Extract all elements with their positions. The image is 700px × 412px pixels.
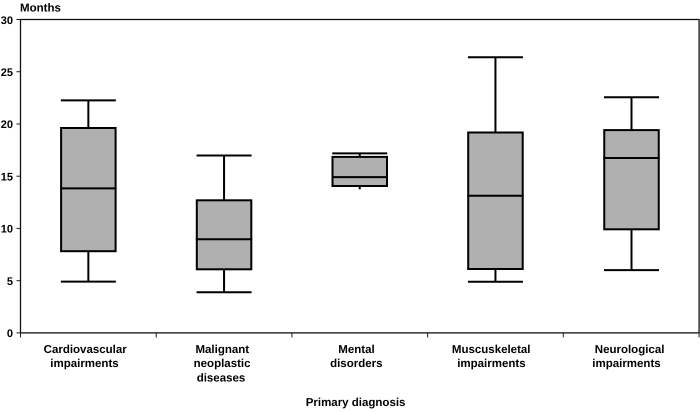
svg-text:Primary diagnosis: Primary diagnosis (306, 397, 406, 409)
svg-text:Neurological: Neurological (595, 344, 665, 356)
svg-text:neoplastic: neoplastic (194, 358, 251, 370)
svg-text:disorders: disorders (330, 358, 382, 370)
svg-text:impairments: impairments (50, 358, 118, 370)
svg-text:impairments: impairments (592, 358, 660, 370)
svg-text:0: 0 (7, 328, 13, 340)
svg-text:30: 30 (1, 15, 13, 27)
svg-text:15: 15 (1, 171, 13, 183)
svg-text:diseases: diseases (197, 372, 246, 384)
svg-text:5: 5 (7, 276, 13, 288)
svg-text:20: 20 (1, 119, 13, 131)
svg-text:25: 25 (1, 67, 13, 79)
svg-text:Cardiovascular: Cardiovascular (44, 344, 128, 356)
svg-text:impairments: impairments (457, 358, 525, 370)
svg-text:Malignant: Malignant (195, 344, 249, 356)
svg-text:10: 10 (1, 224, 13, 236)
svg-text:Mental: Mental (338, 344, 374, 356)
svg-text:Months: Months (20, 3, 61, 15)
svg-text:Muscuskeletal: Muscuskeletal (452, 344, 531, 356)
